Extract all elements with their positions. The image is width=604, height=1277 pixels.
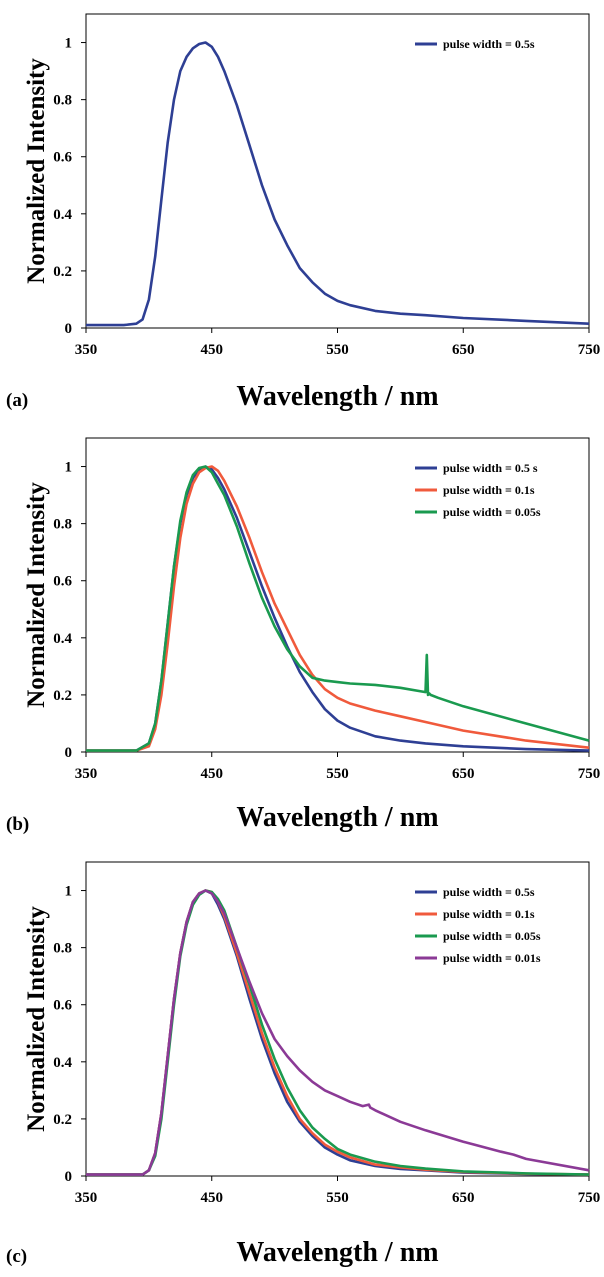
x-tick-label: 350	[75, 342, 98, 358]
legend-label: pulse width = 0.05s	[443, 505, 541, 519]
y-tick-label: 0.6	[53, 574, 72, 590]
series-line-3	[86, 465, 590, 752]
x-tick-label: 550	[326, 1190, 349, 1206]
y-tick-label: 0.6	[53, 150, 72, 166]
x-axis-label: Wavelength / nm	[236, 802, 438, 833]
x-axis-label: Wavelength / nm	[236, 1237, 438, 1268]
chart-panel-c: 0 0.2 0.4 0.6 0.8 1 350 450 550 650 750 pulse width…	[0, 848, 604, 1272]
legend-label: pulse width = 0.5 s	[443, 461, 538, 475]
panel-label: (c)	[6, 1246, 27, 1267]
series-line-4	[86, 889, 590, 1176]
legend-label: pulse width = 0.01s	[443, 951, 541, 965]
y-tick-label: 1	[65, 884, 73, 900]
y-tick-label: 0.4	[53, 1055, 72, 1071]
legend-label: pulse width = 0.1s	[443, 907, 535, 921]
x-tick-label: 350	[75, 766, 98, 782]
y-axis-label: Normalized Intensity	[23, 906, 50, 1132]
x-tick-label: 450	[201, 1190, 224, 1206]
y-tick-label: 0	[65, 745, 73, 761]
chart-panel-b: 0 0.2 0.4 0.6 0.8 1 350 450 550 650 750 pulse width…	[0, 424, 604, 848]
series-line-1	[86, 41, 590, 327]
legend-label: pulse width = 0.05s	[443, 929, 541, 943]
chart-svg: 0 0.2 0.4 0.6 0.8 1 350 450 550 650 750 pulse width…	[6, 861, 601, 1268]
legend-label: pulse width = 0.5s	[443, 885, 535, 899]
x-tick-label: 550	[326, 342, 349, 358]
y-tick-label: 1	[65, 460, 73, 476]
x-tick-label: 750	[578, 766, 601, 782]
x-tick-label: 650	[452, 342, 475, 358]
x-tick-label: 550	[326, 766, 349, 782]
y-tick-label: 0.4	[53, 631, 72, 647]
y-tick-label: 0	[65, 1169, 73, 1185]
x-axis-label: Wavelength / nm	[236, 381, 438, 412]
plot-area	[85, 13, 590, 329]
x-tick-label: 450	[201, 766, 224, 782]
y-tick-label: 0.4	[53, 207, 72, 223]
x-tick-label: 450	[201, 342, 224, 358]
y-tick-label: 1	[65, 36, 73, 52]
chart-svg: 0 0.2 0.4 0.6 0.8 1 350 450 550 650 750 pulse width…	[6, 437, 601, 835]
y-axis-label: Normalized Intensity	[23, 58, 50, 284]
y-tick-label: 0	[65, 321, 73, 337]
y-tick-label: 0.2	[53, 264, 72, 280]
chart-panel-a: 0 0.2 0.4 0.6 0.8 1 350 450 550 650 750 pulse width…	[0, 0, 604, 424]
panel-label: (a)	[6, 390, 28, 411]
chart-svg: 0 0.2 0.4 0.6 0.8 1 350 450 550 650 750 pulse width…	[6, 13, 601, 412]
x-tick-label: 750	[578, 1190, 601, 1206]
y-tick-label: 0.6	[53, 998, 72, 1014]
y-tick-label: 0.2	[53, 1112, 72, 1128]
legend-label: pulse width = 0.1s	[443, 483, 535, 497]
y-axis-label: Normalized Intensity	[23, 482, 50, 708]
x-tick-label: 650	[452, 766, 475, 782]
series-line-2	[86, 465, 590, 752]
x-tick-label: 750	[578, 342, 601, 358]
legend-label: pulse width = 0.5s	[443, 37, 535, 51]
y-tick-label: 0.2	[53, 688, 72, 704]
y-tick-label: 0.8	[53, 517, 72, 533]
y-tick-label: 0.8	[53, 941, 72, 957]
x-tick-label: 350	[75, 1190, 98, 1206]
x-tick-label: 650	[452, 1190, 475, 1206]
panel-label: (b)	[6, 814, 29, 835]
y-tick-label: 0.8	[53, 93, 72, 109]
